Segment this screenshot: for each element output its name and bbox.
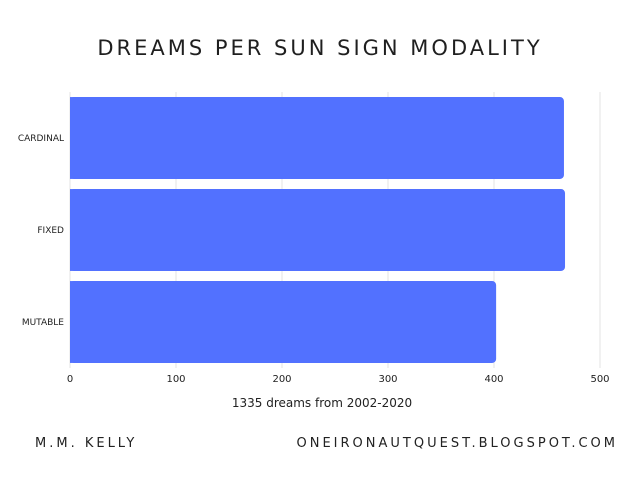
- x-tick-label: 100: [166, 374, 185, 385]
- blog-url[interactable]: ONEIRONAUTQUEST.BLOGSPOT.COM: [296, 436, 618, 451]
- x-tick-labels: 0 100 200 300 400 500: [67, 374, 610, 385]
- bar-mutable: [70, 281, 497, 363]
- category-label-cardinal: CARDINAL: [18, 134, 64, 144]
- category-label-fixed: FIXED: [37, 226, 64, 236]
- x-axis-label: 1335 dreams from 2002-2020: [232, 396, 412, 410]
- bar-cardinal-base: [70, 97, 76, 179]
- author-name: M.M. KELLY: [35, 436, 138, 451]
- x-tick-label: 400: [484, 374, 503, 385]
- x-tick-label: 300: [378, 374, 397, 385]
- bar-mutable-base: [70, 281, 76, 363]
- bar-fixed: [70, 189, 566, 271]
- chart-title: DREAMS PER SUN SIGN MODALITY: [97, 36, 543, 60]
- category-labels: CARDINAL FIXED MUTABLE: [18, 134, 64, 328]
- x-tick-label: 200: [272, 374, 291, 385]
- x-tick-label: 500: [590, 374, 609, 385]
- bar-cardinal: [70, 97, 564, 179]
- bar-fixed-base: [70, 189, 76, 271]
- bars: [70, 97, 566, 363]
- x-tick-label: 0: [67, 374, 73, 385]
- category-label-mutable: MUTABLE: [22, 318, 64, 328]
